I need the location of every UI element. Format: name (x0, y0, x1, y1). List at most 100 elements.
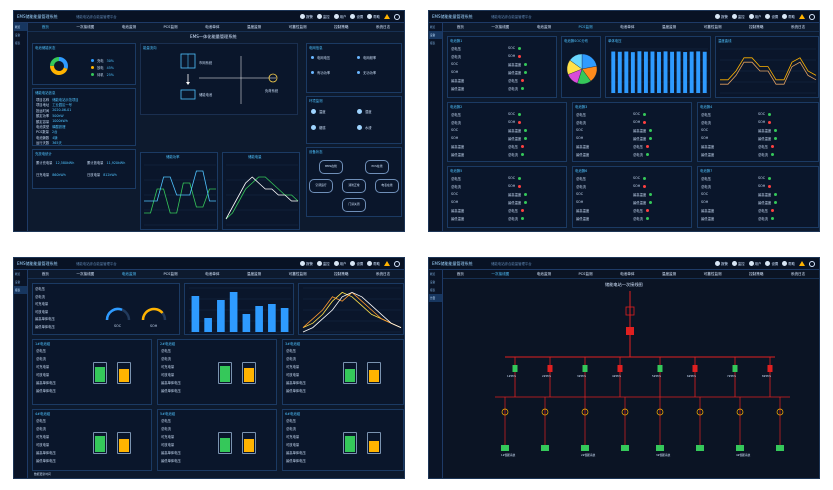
user-tool[interactable]: 用户 (333, 14, 346, 19)
sidebar-item[interactable]: 概览 (430, 26, 436, 29)
nav-tab[interactable]: PCS监测 (163, 24, 178, 29)
warning-icon[interactable] (799, 14, 805, 19)
power-icon[interactable] (394, 260, 400, 267)
cluster-row: 最高温度 (451, 144, 464, 149)
row-label: SOH (633, 184, 641, 188)
sidebar-item[interactable]: 概览 (15, 273, 21, 276)
device-hex[interactable]: BMS在线 (319, 160, 343, 174)
row-label: 最高温度 (758, 129, 772, 133)
monitor-tool[interactable]: 监控 (316, 261, 330, 266)
nav-tab[interactable]: 可靠性监测 (703, 271, 722, 276)
nav-tab[interactable]: PCS监测 (578, 24, 593, 29)
power-icon[interactable] (809, 13, 815, 20)
monitor-tool[interactable]: 监控 (731, 261, 745, 266)
nav-tab[interactable]: 系统日志 (790, 271, 806, 276)
battery-fill (119, 369, 129, 382)
nav-tab[interactable]: 电池单体 (205, 271, 220, 276)
device-hex[interactable]: PCS在线 (365, 160, 389, 174)
device-hex[interactable]: 消防正常 (342, 179, 366, 193)
help-tool[interactable]: 帮助 (782, 261, 795, 266)
sidebar-item[interactable]: 设备 (15, 34, 21, 37)
nav-tab[interactable]: 一次接线图 (76, 271, 95, 276)
warning-icon[interactable] (799, 261, 805, 266)
nav-tab[interactable]: 电池监测 (536, 271, 552, 276)
settings-tool[interactable]: 设置 (765, 261, 778, 266)
row-label: 最低单体电压 (286, 389, 306, 393)
monitor-tool[interactable]: 监控 (316, 14, 330, 19)
row-label: SOC (508, 176, 515, 180)
nav-tab[interactable]: 首页 (456, 271, 464, 276)
nav-tab[interactable]: 系统日志 (375, 24, 391, 29)
nav-tab[interactable]: 可靠性监测 (288, 271, 307, 276)
device-hex[interactable]: 电表在线 (375, 179, 399, 193)
settings-tool[interactable]: 设置 (765, 14, 778, 19)
nav-tab[interactable]: 电池监测 (121, 24, 137, 29)
device-hex[interactable]: 空调运行 (309, 179, 333, 193)
nav-tab[interactable]: 电池单体 (205, 24, 220, 29)
sidebar-item[interactable]: 报表 (430, 289, 436, 292)
wrench-tool[interactable]: 报警 (715, 261, 728, 266)
wrench-tool[interactable]: 报警 (300, 14, 313, 19)
nav-tab[interactable]: 温度监测 (661, 271, 677, 276)
nav-tab[interactable]: 首页 (456, 24, 464, 29)
cluster-box: 电池簇5 总电压 SOC 总电流 SOH SOC 最高温度 SOH 最低温度 最高温度 总电压 最低温… (447, 166, 567, 228)
nav-tab[interactable]: 温度监测 (246, 24, 262, 29)
nav-tab[interactable]: 电池单体 (620, 271, 635, 276)
nav-tab[interactable]: 控制策略 (334, 271, 349, 276)
nav-tab[interactable]: 系统日志 (790, 24, 806, 29)
power-icon[interactable] (809, 260, 815, 267)
settings-tool[interactable]: 设置 (350, 14, 363, 19)
wrench-icon (300, 261, 306, 266)
bar (663, 51, 668, 93)
row-label: SOC (758, 176, 765, 180)
help-tool[interactable]: 帮助 (782, 14, 795, 19)
power-icon[interactable] (394, 13, 400, 20)
sidebar-item[interactable]: 设备 (429, 31, 442, 39)
nav-tab[interactable]: 控制策略 (334, 24, 349, 29)
wrench-tool[interactable]: 报警 (715, 14, 728, 19)
sidebar-item[interactable]: 报表 (15, 42, 21, 45)
nav-tab[interactable]: 温度监测 (246, 271, 262, 276)
nav-tab[interactable]: PCS监测 (163, 271, 178, 276)
settings-tool[interactable]: 设置 (350, 261, 363, 266)
sidebar-item[interactable]: 设备 (430, 281, 436, 284)
row-label: 最高温度 (508, 129, 522, 133)
warning-icon[interactable] (384, 14, 390, 19)
nav-tab[interactable]: 一次接线图 (491, 24, 510, 29)
help-tool[interactable]: 帮助 (367, 14, 380, 19)
sidebar-item[interactable]: 报表 (14, 286, 27, 294)
row-label: 总电压 (576, 113, 586, 117)
nav-tab[interactable]: 一次接线图 (76, 24, 95, 29)
status-dot (649, 129, 653, 132)
nav-tab[interactable]: 首页 (41, 24, 49, 29)
sidebar-item[interactable]: 设备 (15, 281, 21, 284)
cluster-row: SOH (508, 120, 522, 124)
nav-tab[interactable]: 控制策略 (749, 24, 764, 29)
wrench-icon (300, 14, 306, 19)
sidebar-item[interactable]: 报表 (430, 42, 436, 45)
nav-tab[interactable]: 可靠性监测 (288, 24, 307, 29)
nav-tab[interactable]: 电池单体 (620, 24, 635, 29)
sidebar-item[interactable]: 概览 (430, 273, 436, 276)
nav-tab[interactable]: 电池监测 (121, 271, 137, 276)
user-tool[interactable]: 用户 (748, 261, 761, 266)
nav-tab[interactable]: 可靠性监测 (703, 24, 722, 29)
help-tool[interactable]: 帮助 (367, 261, 380, 266)
nav-tab[interactable]: 电池监测 (536, 24, 552, 29)
warning-icon[interactable] (384, 261, 390, 266)
device-hex[interactable]: 门禁关闭 (342, 198, 366, 212)
monitor-tool[interactable]: 监控 (731, 14, 745, 19)
sidebar-item[interactable]: 告警 (429, 294, 442, 302)
nav-tab[interactable]: 一次接线图 (491, 271, 510, 276)
wrench-tool[interactable]: 报警 (300, 261, 313, 266)
user-tool[interactable]: 用户 (333, 261, 346, 266)
nav-tab[interactable]: 首页 (41, 271, 49, 276)
user-tool[interactable]: 用户 (748, 14, 761, 19)
nav-tab[interactable]: 控制策略 (749, 271, 764, 276)
nav-tab[interactable]: PCS监测 (578, 271, 593, 276)
nav-tab[interactable]: 温度监测 (661, 24, 677, 29)
nav-tab[interactable]: 系统日志 (375, 271, 391, 276)
cluster-row: 总电压 (508, 144, 524, 149)
row-label: 最高温度 (576, 145, 590, 149)
sidebar-item[interactable]: 概览 (14, 23, 27, 31)
